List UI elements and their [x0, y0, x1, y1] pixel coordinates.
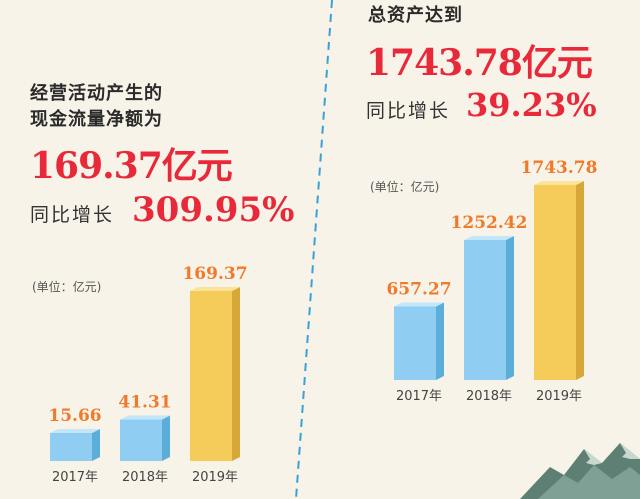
right-growth-label: 同比增长: [366, 100, 451, 122]
right-bar-chart: 657.27 2017年 1252.42 2018年 1743.78 2019年: [386, 158, 598, 404]
bar-category-label: 2019年: [192, 470, 238, 485]
bar-value-label: 1743.78: [521, 158, 598, 178]
bar-value-label: 1252.42: [451, 213, 528, 233]
bar-top: [464, 235, 514, 240]
bar-front: [50, 433, 92, 461]
right-headline: 1743.78亿元: [366, 42, 593, 84]
bar-0-2: [190, 287, 240, 461]
mountain-decoration: [520, 443, 640, 499]
bar-side: [576, 181, 584, 380]
bar-0-0: [50, 429, 100, 461]
left-growth-value: 309.95%: [132, 190, 295, 230]
bar-value-label: 657.27: [386, 280, 451, 300]
bar-1-2: [534, 181, 584, 380]
bar-category-label: 2017年: [396, 389, 442, 404]
bar-front: [120, 419, 162, 461]
bar-side: [232, 287, 240, 461]
left-unit-label: (单位：亿元): [32, 280, 102, 294]
right-growth-value: 39.23%: [466, 86, 597, 124]
right-unit-label: (单位：亿元): [370, 180, 440, 194]
bar-top: [120, 415, 170, 420]
bar-0-1: [120, 415, 170, 461]
bar-1-1: [464, 235, 514, 380]
bar-top: [50, 429, 100, 433]
left-growth-label: 同比增长: [30, 204, 115, 226]
bar-front: [464, 239, 506, 380]
bar-value-label: 169.37: [182, 264, 247, 284]
bar-front: [190, 291, 232, 461]
bar-side: [162, 415, 170, 461]
bar-top: [394, 302, 444, 307]
left-title-line2: 现金流量净额为: [30, 109, 163, 130]
right-title: 总资产达到: [368, 5, 463, 26]
bar-top: [534, 181, 584, 185]
left-title-line1: 经营活动产生的: [30, 83, 163, 104]
bar-value-label: 41.31: [118, 393, 171, 413]
left-headline: 169.37亿元: [30, 145, 233, 187]
bar-side: [92, 429, 100, 461]
bar-value-label: 15.66: [48, 406, 101, 426]
left-bar-chart: 15.66 2017年 41.31 2018年 169.37 2019年: [48, 264, 247, 485]
bar-category-label: 2018年: [122, 470, 168, 485]
bar-category-label: 2019年: [536, 389, 582, 404]
bar-category-label: 2017年: [52, 470, 98, 485]
bar-side: [506, 235, 514, 380]
bar-top: [190, 287, 240, 291]
bar-front: [534, 185, 576, 380]
bar-front: [394, 306, 436, 380]
bar-side: [436, 302, 444, 380]
bar-category-label: 2018年: [466, 389, 512, 404]
bar-1-0: [394, 302, 444, 380]
